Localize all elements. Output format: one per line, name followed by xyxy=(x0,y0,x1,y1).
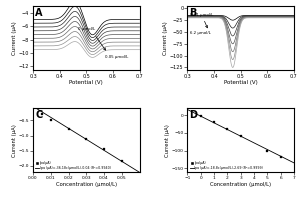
Text: B: B xyxy=(190,8,197,18)
Text: A: A xyxy=(35,8,43,18)
X-axis label: Concentration (μmol/L): Concentration (μmol/L) xyxy=(56,182,117,187)
Legend: Ipa(μA), Ipa (μA)=-36.18c(μmol/L)-0.04 (R²=0.9940): Ipa(μA), Ipa (μA)=-36.18c(μmol/L)-0.04 (… xyxy=(34,160,112,170)
Point xyxy=(48,118,53,121)
Point xyxy=(84,138,89,141)
X-axis label: Potential (V): Potential (V) xyxy=(69,80,103,85)
Y-axis label: Current (μA): Current (μA) xyxy=(164,21,168,55)
Point xyxy=(278,156,283,159)
Text: 0 μmol/L: 0 μmol/L xyxy=(78,27,95,31)
Point xyxy=(265,149,270,152)
Point xyxy=(119,160,124,163)
Point xyxy=(238,134,243,137)
X-axis label: Concentration (μmol/L): Concentration (μmol/L) xyxy=(210,182,271,187)
Text: C: C xyxy=(35,110,42,120)
Y-axis label: Current (μA): Current (μA) xyxy=(12,124,17,157)
Y-axis label: Current (μA): Current (μA) xyxy=(165,124,170,157)
Point xyxy=(198,115,203,118)
Text: D: D xyxy=(190,110,198,120)
Text: 0.01 μmol/L: 0.01 μmol/L xyxy=(190,13,214,17)
Text: 0.05 μmol/L: 0.05 μmol/L xyxy=(105,55,128,59)
Point xyxy=(102,148,106,151)
Y-axis label: Current (μA): Current (μA) xyxy=(12,21,17,55)
Point xyxy=(212,120,217,123)
Text: 6.2 μmol/L: 6.2 μmol/L xyxy=(190,31,211,35)
X-axis label: Potential (V): Potential (V) xyxy=(224,80,258,85)
Legend: Ipa(μA), Ipa (μA)=-18.8c(μmol/L)-2.69 (R²=0.9999): Ipa(μA), Ipa (μA)=-18.8c(μmol/L)-2.69 (R… xyxy=(189,160,264,170)
Point xyxy=(40,112,44,115)
Point xyxy=(225,127,230,130)
Point xyxy=(66,128,71,131)
